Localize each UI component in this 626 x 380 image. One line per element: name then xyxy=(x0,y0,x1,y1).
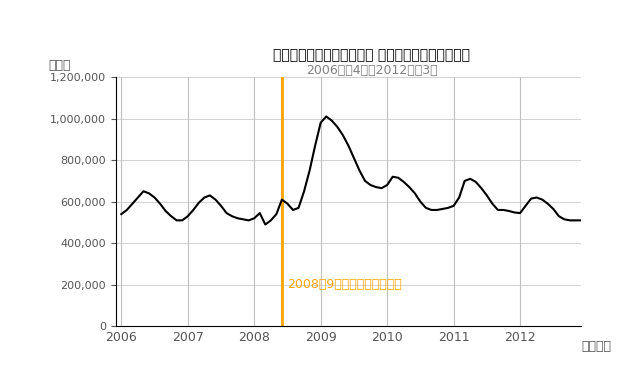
Y-axis label: （人）: （人） xyxy=(49,59,71,72)
Text: （年度）: （年度） xyxy=(581,340,611,353)
Text: 【参考】雇用保険基本手当 受給者実人員（原数値）: 【参考】雇用保険基本手当 受給者実人員（原数値） xyxy=(273,48,470,62)
Text: 2008年9月リーマンショック: 2008年9月リーマンショック xyxy=(287,278,403,291)
Text: 2006年度4月～2012年度3月: 2006年度4月～2012年度3月 xyxy=(306,64,438,77)
